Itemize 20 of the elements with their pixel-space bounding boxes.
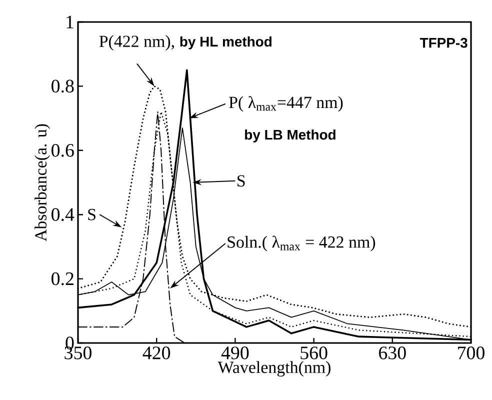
annotation: P(422 nm), xyxy=(99,35,174,51)
y-tick-label: 0.4 xyxy=(52,208,74,222)
annotation: S xyxy=(88,208,96,220)
y-axis-title: Absorbance(a. u) xyxy=(34,124,50,242)
annotation: by LB Method xyxy=(245,129,336,142)
annotation: Soln.( λ$_{max}$ = 422 nm) xyxy=(228,236,376,252)
annotation: S xyxy=(238,175,245,187)
x-tick-label: 630 xyxy=(379,346,406,360)
x-tick-label: 490 xyxy=(221,346,249,360)
y-tick-label: 1 xyxy=(66,16,74,28)
x-tick-label: 420 xyxy=(142,346,170,360)
x-tick-label: 560 xyxy=(300,346,328,360)
annotation: P( λ$_{max}$=447 nm) xyxy=(229,96,343,112)
annotation: TFPP-3 xyxy=(420,38,468,48)
y-tick-label: 0.6 xyxy=(52,144,74,157)
annotation: by HL method xyxy=(180,36,272,50)
y-tick-label: 0.8 xyxy=(52,80,74,93)
x-axis-title: Wavelength(nm) xyxy=(218,361,330,377)
x-tick-label: 700 xyxy=(458,346,484,360)
y-tick-label: 0.2 xyxy=(52,272,74,286)
